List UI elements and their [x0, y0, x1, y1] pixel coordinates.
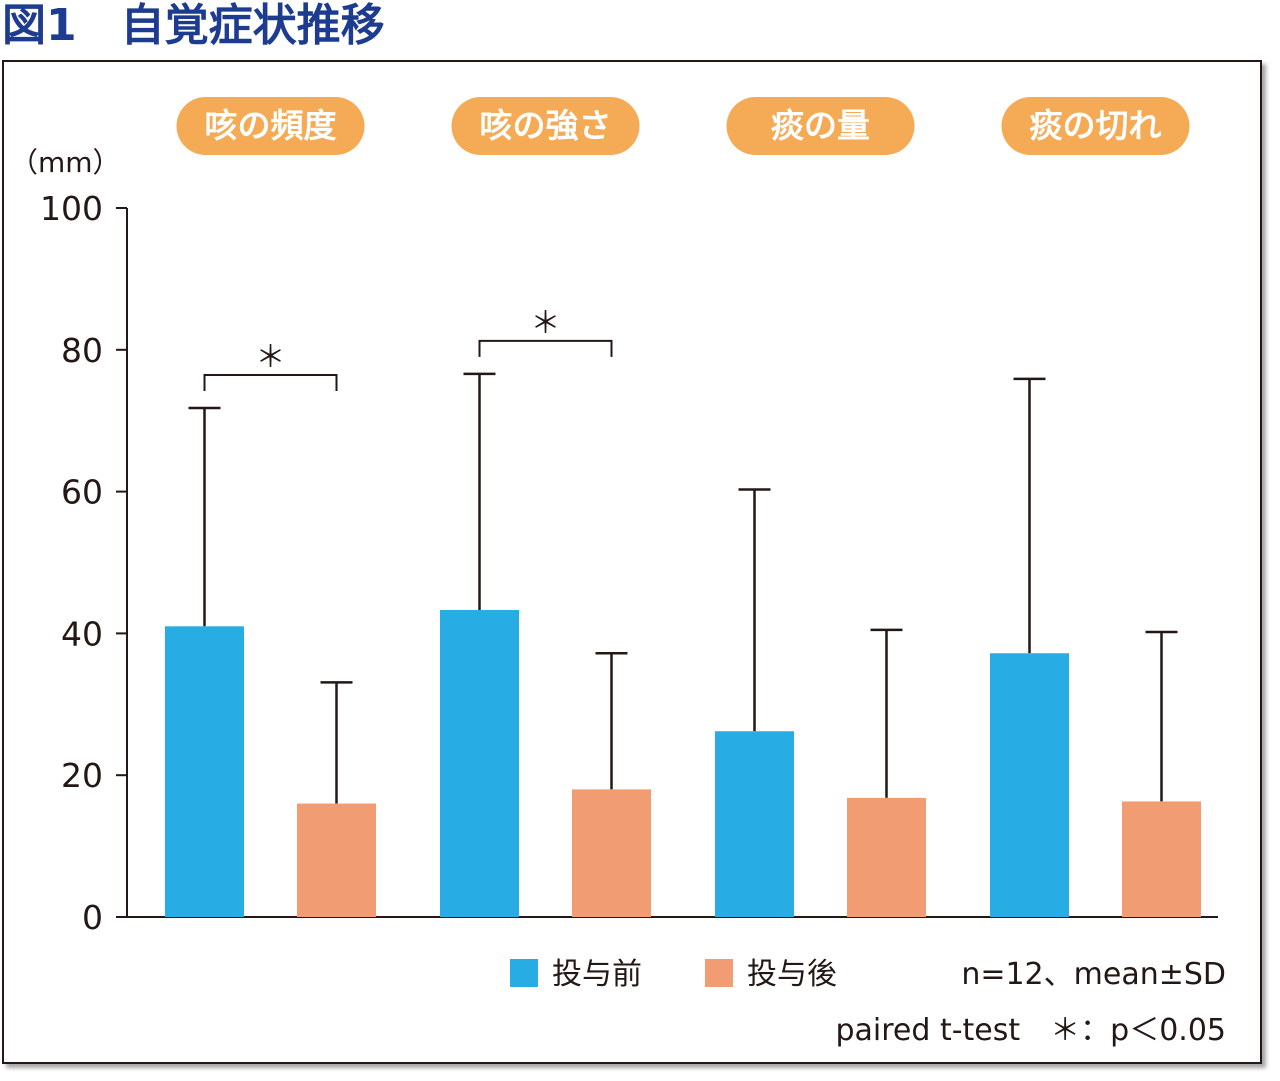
significance-marker: ＊: [531, 306, 561, 341]
legend-swatch: [705, 959, 733, 987]
category-label: 咳の強さ: [480, 106, 612, 145]
bar-after: [572, 789, 651, 917]
category-pill: [176, 97, 365, 155]
chart-note: paired t-test ＊：p＜0.05: [835, 1013, 1226, 1048]
y-tick-label: 100: [40, 189, 103, 228]
y-tick-label: 20: [61, 756, 103, 795]
significance-bracket: [203, 373, 338, 391]
category-pill: [726, 97, 915, 155]
bar-after: [297, 803, 376, 917]
category-label: 痰の量: [771, 106, 870, 145]
chart-note: n=12、mean±SD: [961, 957, 1226, 992]
figure-title: 図1 自覚症状推移: [2, 0, 385, 51]
y-tick-label: 0: [82, 898, 103, 937]
significance-bracket: [478, 339, 613, 357]
bar-before: [715, 731, 794, 917]
category-label: 痰の切れ: [1030, 106, 1162, 145]
bar-after: [1122, 801, 1201, 917]
y-tick-label: 40: [61, 614, 103, 653]
legend-label: 投与前: [552, 957, 642, 992]
category-pill: [451, 97, 640, 155]
y-axis-unit-label: （mm）: [10, 146, 121, 179]
category-pill: [1001, 97, 1190, 155]
y-tick-label: 60: [61, 473, 103, 512]
bar-after: [847, 797, 926, 917]
legend-swatch: [510, 959, 538, 987]
bar-before: [165, 626, 244, 917]
legend-label: 投与後: [747, 957, 837, 992]
y-tick-label: 80: [61, 331, 103, 370]
bar-before: [440, 610, 519, 917]
category-label: 咳の頻度: [205, 106, 337, 145]
significance-marker: ＊: [256, 340, 286, 375]
bar-before: [990, 653, 1069, 917]
